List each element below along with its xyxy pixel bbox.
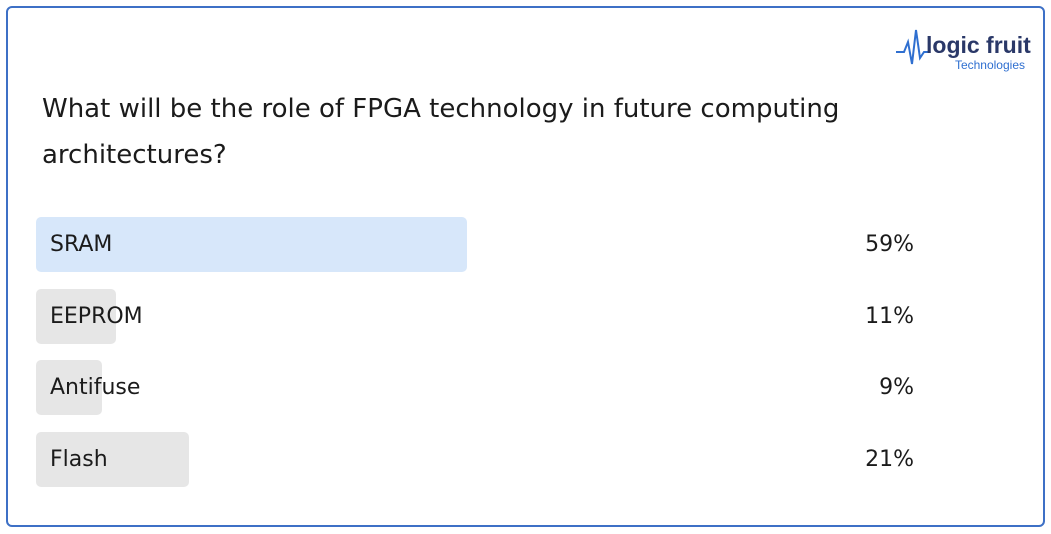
option-label: SRAM: [50, 232, 113, 257]
option-label: Antifuse: [50, 375, 141, 401]
logo-tagline: Technologies: [954, 58, 1025, 72]
option-percent: 9%: [879, 375, 914, 401]
option-bar: [36, 432, 190, 488]
option-label: Flash: [50, 447, 108, 473]
option-percent: 11%: [865, 303, 914, 329]
poll-card: logic fruit Technologies What will be th…: [6, 6, 1045, 527]
logo-name: logic fruit: [926, 32, 1031, 58]
option-bar: [36, 360, 102, 416]
poll-question: What will be the role of FPGA technology…: [42, 94, 840, 170]
option-percent: 21%: [865, 447, 914, 473]
option-percent: 59%: [865, 232, 914, 257]
option-bar: [36, 217, 467, 272]
option-label: EEPROM: [50, 303, 143, 329]
option-bar: [36, 288, 117, 344]
logo-icon: [896, 29, 928, 65]
